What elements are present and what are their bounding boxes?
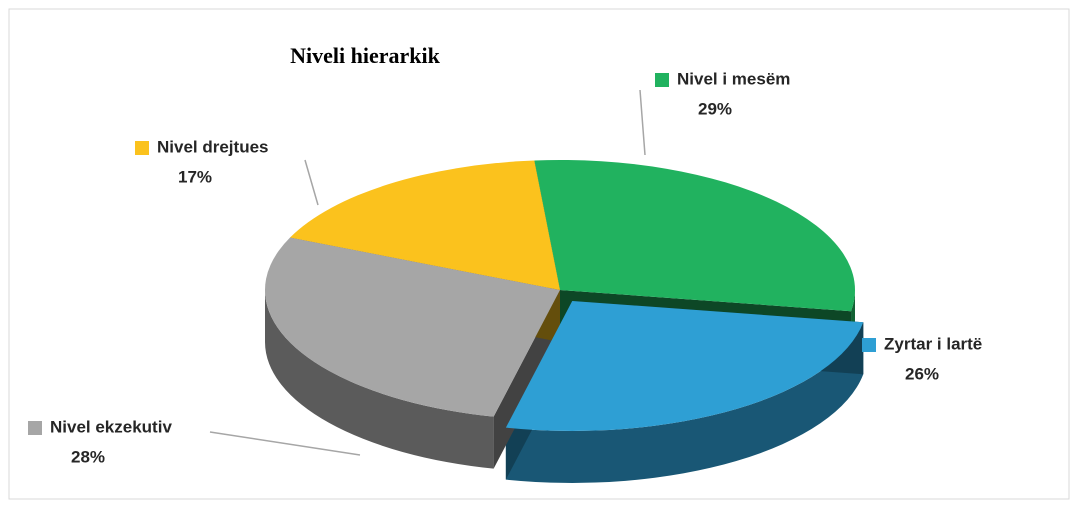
slice-side [505, 322, 864, 483]
slice [265, 237, 560, 417]
slice [534, 160, 855, 312]
category-label: Nivel ekzekutiv [50, 417, 172, 436]
leader-line [209, 431, 361, 456]
slice [505, 300, 864, 431]
category-label: Nivel i mesëm [677, 69, 790, 88]
value-label: 26% [905, 364, 939, 383]
slice [290, 160, 560, 290]
slice-side [265, 290, 494, 469]
category-label: Zyrtar i lartë [884, 334, 982, 353]
category-label: Nivel drejtues [157, 137, 269, 156]
leader-line [639, 89, 646, 156]
legend-swatch [655, 73, 669, 87]
legend-swatch [28, 421, 42, 435]
legend-swatch [135, 141, 149, 155]
value-label: 29% [698, 99, 732, 118]
chart-title: Niveli hierarkik [290, 43, 440, 68]
value-label: 17% [178, 167, 212, 186]
leader-line [304, 159, 319, 206]
legend-swatch [862, 338, 876, 352]
value-label: 28% [71, 447, 105, 466]
